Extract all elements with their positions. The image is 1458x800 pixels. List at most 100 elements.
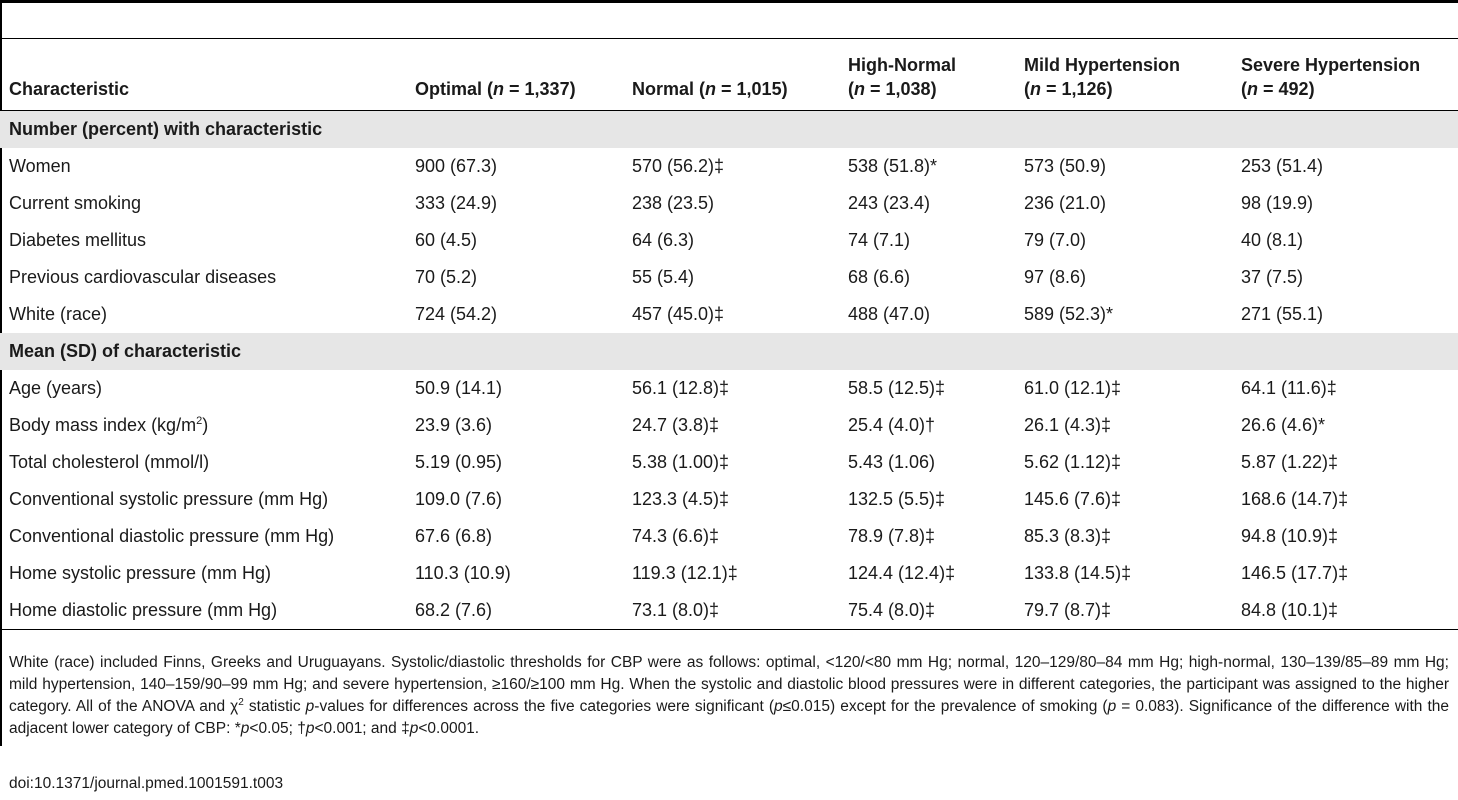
table-cell: 5.62 (1.12)‡	[1024, 452, 1122, 472]
table-cell: 68.2 (7.6)	[406, 592, 623, 630]
column-header-severe-hypertension: Severe Hypertension (n = 492)	[1232, 38, 1458, 111]
table-cell: 61.0 (12.1)‡	[1024, 378, 1122, 398]
doi-label: doi:10.1371/journal.pmed.1001591.t003	[9, 775, 284, 792]
row-label: Home systolic pressure (mm Hg)	[9, 563, 272, 583]
data-table: Characteristic Optimal (n = 1,337) Norma…	[0, 38, 1458, 630]
table-cell: 133.8 (14.5)‡	[1024, 563, 1132, 583]
row-label: Previous cardiovascular diseases	[9, 267, 277, 287]
section-header-mean-sd: Mean (SD) of characteristic	[0, 333, 1458, 370]
table-cell: 5.87 (1.22)‡	[1241, 452, 1339, 472]
table-cell: 253 (51.4)	[1241, 156, 1324, 176]
row-label: White (race)	[9, 304, 108, 324]
table-row: Diabetes mellitus 60 (4.5) 64 (6.3) 74 (…	[0, 222, 1458, 259]
table-cell: 64.1 (11.6)‡	[1241, 378, 1337, 398]
table-cell: 5.19 (0.95)	[415, 452, 503, 472]
section-title: Mean (SD) of characteristic	[0, 333, 1458, 370]
table-cell: 110.3 (10.9)	[415, 563, 511, 583]
table-cell: 724 (54.2)	[415, 304, 498, 324]
table-cell: 168.6 (14.7)‡	[1241, 489, 1349, 509]
table-cell: 146.5 (17.7)‡	[1241, 563, 1349, 583]
column-header-mild-hypertension: Mild Hypertension (n = 1,126)	[1015, 38, 1232, 111]
column-header-optimal: Optimal (n = 1,337)	[406, 38, 623, 111]
table-cell: 98 (19.9)	[1241, 193, 1314, 213]
row-label: Total cholesterol (mmol/l)	[9, 452, 210, 472]
table-cell: 900 (67.3)	[415, 156, 498, 176]
table-row: White (race) 724 (54.2) 457 (45.0)‡ 488 …	[0, 296, 1458, 333]
table-cell: 64 (6.3)	[632, 230, 695, 250]
table-cell: 109.0 (7.6)	[415, 489, 503, 509]
row-label: Body mass index (kg/m2)	[9, 415, 209, 435]
table-row: Home diastolic pressure (mm Hg) 68.2 (7.…	[0, 592, 1458, 630]
table-cell: 119.3 (12.1)‡	[632, 563, 738, 583]
row-label: Diabetes mellitus	[9, 230, 147, 250]
table-row: Age (years) 50.9 (14.1) 56.1 (12.8)‡ 58.…	[0, 370, 1458, 407]
table-cell: 78.9 (7.8)‡	[848, 526, 936, 546]
top-rule	[0, 0, 1458, 3]
column-header-characteristic: Characteristic	[0, 38, 406, 111]
table-cell: 333 (24.9)	[415, 193, 498, 213]
table-cell: 26.1 (4.3)‡	[1024, 415, 1112, 435]
table-cell: 79 (7.0)	[1024, 230, 1087, 250]
column-header-normal: Normal (n = 1,015)	[623, 38, 839, 111]
table-cell: 5.38 (1.00)‡	[632, 452, 730, 472]
table-cell: 74.3 (6.6)‡	[632, 526, 720, 546]
header-row: Characteristic Optimal (n = 1,337) Norma…	[0, 38, 1458, 111]
table-cell: 538 (51.8)*	[848, 156, 938, 176]
table-cell: 24.7 (3.8)‡	[632, 415, 720, 435]
table-cell: 236 (21.0)	[1024, 193, 1107, 213]
table-row: Women 900 (67.3) 570 (56.2)‡ 538 (51.8)*…	[0, 148, 1458, 185]
table-row: Current smoking 333 (24.9) 238 (23.5) 24…	[0, 185, 1458, 222]
table-cell: 73.1 (8.0)‡	[623, 592, 839, 630]
row-label: Age (years)	[9, 378, 103, 398]
table-row: Conventional diastolic pressure (mm Hg) …	[0, 518, 1458, 555]
table-cell: 238 (23.5)	[632, 193, 715, 213]
table-row: Total cholesterol (mmol/l) 5.19 (0.95) 5…	[0, 444, 1458, 481]
table-cell: 85.3 (8.3)‡	[1024, 526, 1112, 546]
row-label: Women	[9, 156, 71, 176]
table-row: Conventional systolic pressure (mm Hg) 1…	[0, 481, 1458, 518]
table-cell: 589 (52.3)*	[1024, 304, 1114, 324]
section-header-number-percent: Number (percent) with characteristic	[0, 110, 1458, 148]
column-header-high-normal: High-Normal (n = 1,038)	[839, 38, 1015, 111]
section-title: Number (percent) with characteristic	[0, 110, 1458, 148]
table-cell: 68 (6.6)	[848, 267, 911, 287]
table-cell: 123.3 (4.5)‡	[632, 489, 730, 509]
left-rule	[0, 0, 2, 746]
table-cell: 60 (4.5)	[415, 230, 478, 250]
table-cell: 70 (5.2)	[415, 267, 478, 287]
row-label: Current smoking	[9, 193, 142, 213]
table-cell: 124.4 (12.4)‡	[848, 563, 956, 583]
table-cell: 84.8 (10.1)‡	[1232, 592, 1458, 630]
table-cell: 23.9 (3.6)	[415, 415, 493, 435]
table-cell: 488 (47.0)	[848, 304, 931, 324]
table-cell: 145.6 (7.6)‡	[1024, 489, 1122, 509]
table-cell: 25.4 (4.0)†	[848, 415, 936, 435]
table-cell: 243 (23.4)	[848, 193, 931, 213]
table-cell: 75.4 (8.0)‡	[839, 592, 1015, 630]
table-cell: 79.7 (8.7)‡	[1015, 592, 1232, 630]
row-label: Home diastolic pressure (mm Hg)	[0, 592, 406, 630]
table-cell: 37 (7.5)	[1241, 267, 1304, 287]
table-cell: 457 (45.0)‡	[632, 304, 725, 324]
row-label: Conventional systolic pressure (mm Hg)	[9, 489, 329, 509]
table-cell: 67.6 (6.8)	[415, 526, 493, 546]
table-cell: 271 (55.1)	[1241, 304, 1324, 324]
table-cell: 55 (5.4)	[632, 267, 695, 287]
table-row: Previous cardiovascular diseases 70 (5.2…	[0, 259, 1458, 296]
table-cell: 5.43 (1.06)	[848, 452, 936, 472]
table-cell: 74 (7.1)	[848, 230, 911, 250]
table-cell: 132.5 (5.5)‡	[848, 489, 946, 509]
table-cell: 50.9 (14.1)	[415, 378, 503, 398]
table-cell: 97 (8.6)	[1024, 267, 1087, 287]
table-cell: 56.1 (12.8)‡	[632, 378, 730, 398]
table-footnote: White (race) included Finns, Greeks and …	[9, 654, 1450, 737]
row-label: Conventional diastolic pressure (mm Hg)	[9, 526, 335, 546]
table-cell: 58.5 (12.5)‡	[848, 378, 946, 398]
table-cell: 570 (56.2)‡	[632, 156, 725, 176]
table-cell: 26.6 (4.6)*	[1241, 415, 1326, 435]
table-cell: 573 (50.9)	[1024, 156, 1107, 176]
table-cell: 94.8 (10.9)‡	[1241, 526, 1339, 546]
table-row: Body mass index (kg/m2) 23.9 (3.6) 24.7 …	[0, 407, 1458, 444]
table-cell: 40 (8.1)	[1241, 230, 1304, 250]
table-row: Home systolic pressure (mm Hg) 110.3 (10…	[0, 555, 1458, 592]
